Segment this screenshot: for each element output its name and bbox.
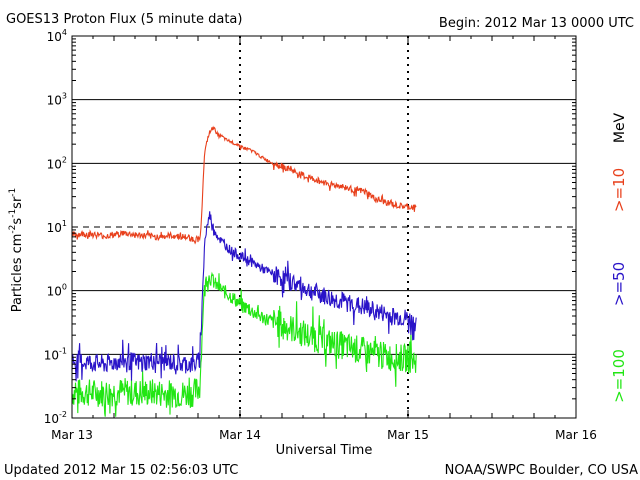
y-axis-label: Particles cm-2s-1sr-1 xyxy=(8,188,25,313)
y-tick-label: 103 xyxy=(47,92,67,108)
plot-frame xyxy=(71,35,577,419)
x-tick-label: Mar 13 xyxy=(51,428,93,442)
series-line xyxy=(71,125,417,245)
y-label-exp1: -2 xyxy=(8,225,18,234)
x-tick-label: Mar 15 xyxy=(387,428,429,442)
data-layer xyxy=(71,125,417,417)
y-label-exp2: -1 xyxy=(8,209,18,218)
x-tick-label: Mar 14 xyxy=(219,428,261,442)
begin-label: Begin: 2012 Mar 13 0000 UTC xyxy=(439,16,634,31)
legend: >=10 >=50 >=100 MeV xyxy=(610,112,628,402)
y-label-exp3: -1 xyxy=(8,188,18,197)
y-tick-label: 102 xyxy=(47,155,67,171)
footer-source: NOAA/SWPC Boulder, CO USA xyxy=(445,463,638,478)
legend-unit: MeV xyxy=(612,112,628,143)
legend-entry: >=50 xyxy=(610,262,628,306)
y-tick-label: 10-2 xyxy=(44,410,67,426)
y-label-sr: sr xyxy=(10,196,25,209)
y-tick-label: 10-1 xyxy=(44,346,67,362)
legend-entry: >=100 xyxy=(610,349,628,403)
series-line xyxy=(71,271,417,417)
y-tick-label: 100 xyxy=(47,283,67,299)
grid-layer xyxy=(72,36,576,418)
y-label-s: s xyxy=(10,218,25,225)
y-label-base: Particles cm xyxy=(10,234,25,313)
x-tick-label: Mar 16 xyxy=(555,428,597,442)
x-axis-label: Universal Time xyxy=(276,443,373,458)
tick-layer: 10-2 10-1 100 101 102 103 104 Mar 13 Mar 14 Mar 1… xyxy=(44,28,597,442)
series-line xyxy=(71,211,417,382)
legend-entry: >=10 xyxy=(610,168,628,212)
y-tick-label: 104 xyxy=(47,28,67,44)
y-tick-label: 101 xyxy=(47,219,67,235)
footer-updated: Updated 2012 Mar 15 02:56:03 UTC xyxy=(4,463,238,478)
chart-title: GOES13 Proton Flux (5 minute data) xyxy=(6,12,242,27)
